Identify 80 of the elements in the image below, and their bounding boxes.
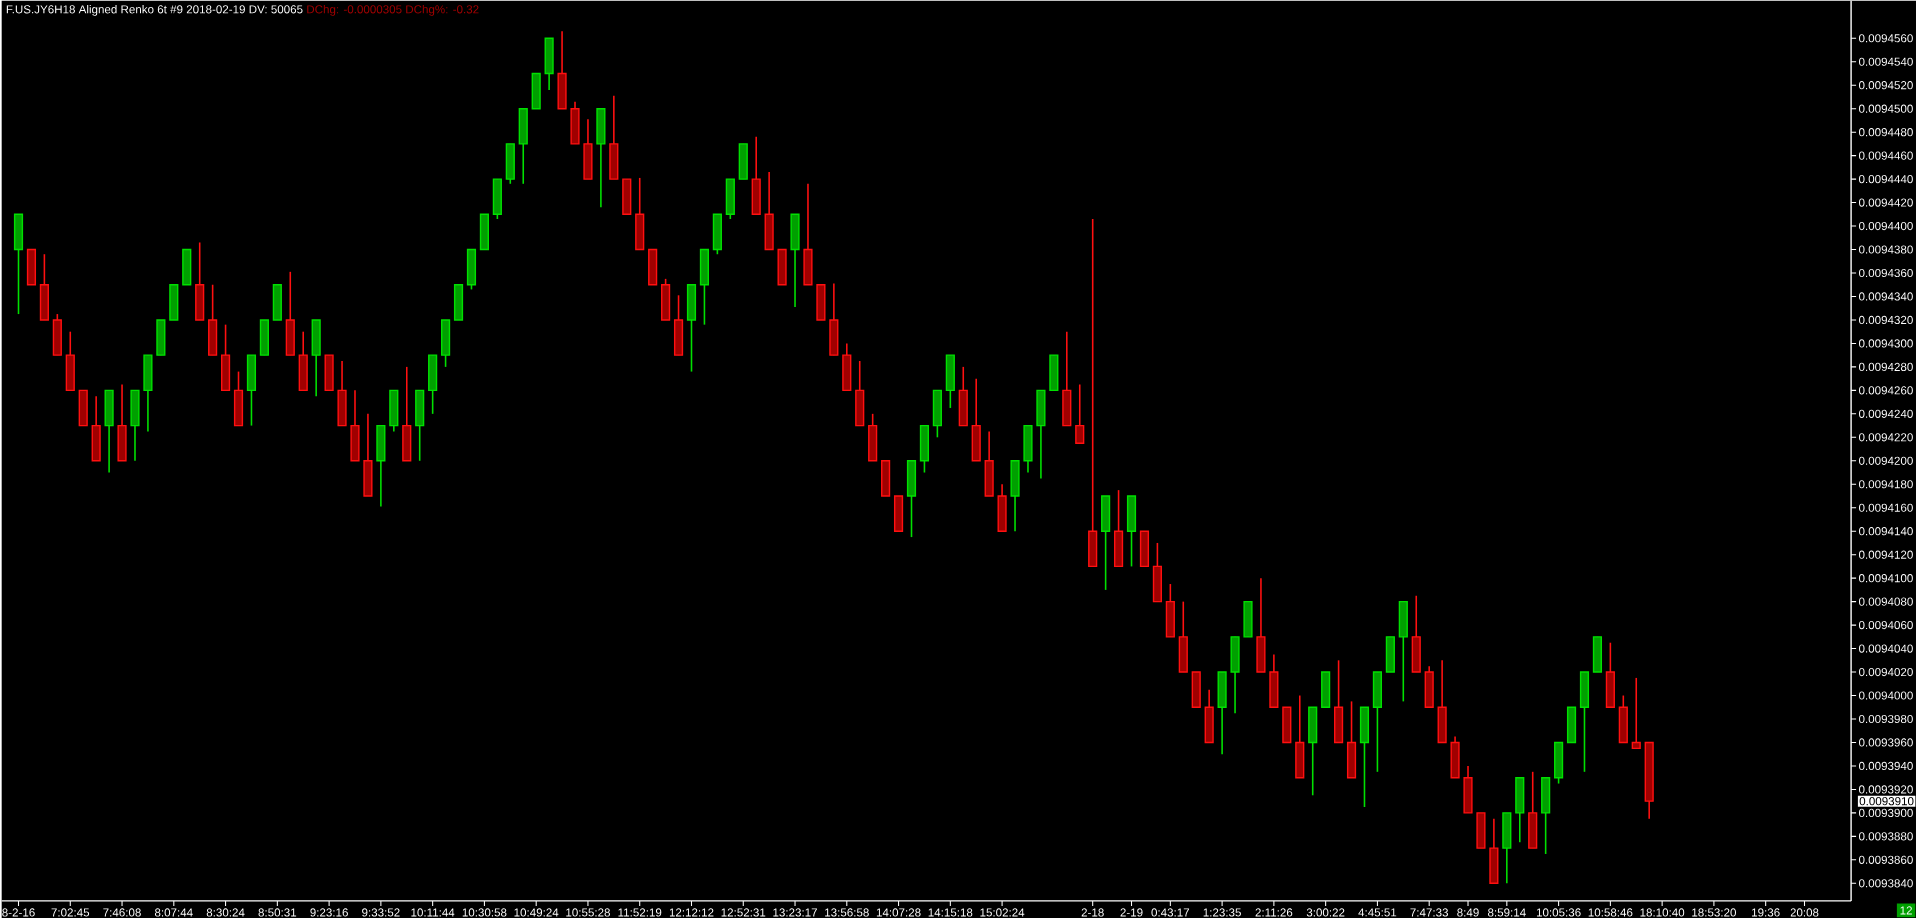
x-tick-label: 0:43:17	[1151, 908, 1190, 917]
y-tick-label: 0.0094040	[1858, 644, 1913, 653]
x-tick-label: 2-19	[1120, 908, 1143, 917]
x-tick-label: 13:23:17	[773, 908, 817, 917]
y-tick-label: 0.0093940	[1858, 761, 1913, 770]
y-tick-label: 0.0094300	[1858, 339, 1913, 348]
x-tick-label: 13:56:58	[825, 908, 869, 917]
y-tick-label: 0.0094380	[1858, 245, 1913, 254]
y-tick-label: 0.0093880	[1858, 832, 1913, 841]
y-tick-label: 0.0093980	[1858, 714, 1913, 723]
chart-title: F.US.JY6H18 Aligned Renko 6t #9 2018-02-19 DV: 50065	[6, 4, 303, 16]
y-tick-label: 0.0094360	[1858, 268, 1913, 277]
y-tick-label: 0.0094440	[1858, 174, 1913, 184]
chart-subtitle: DChg: -0.0000305 DChg%: -0.32	[307, 4, 479, 16]
x-tick-label: 10:55:28	[566, 908, 610, 917]
y-tick-label: 0.0093840	[1858, 879, 1913, 888]
x-tick-label: 9:33:52	[362, 908, 400, 917]
candlestick	[1631, 676, 1641, 749]
x-tick-label: 14:07:28	[876, 908, 921, 917]
x-tick-label: 12:12:12	[669, 908, 714, 917]
x-tick-label: 8:07:44	[154, 908, 193, 917]
x-tick-label: 1:23:35	[1203, 908, 1241, 917]
y-tick-label: 0.0094460	[1858, 151, 1913, 160]
x-tick-label: 8:59:14	[1488, 908, 1526, 917]
x-tick-label: 12:52:31	[721, 908, 766, 917]
x-tick-label: 11:52:19	[618, 908, 662, 917]
x-tick-label: 2-18	[1081, 908, 1104, 917]
x-tick-label: 9:23:16	[310, 908, 348, 917]
y-tick-label: 0.0094260	[1858, 386, 1913, 395]
y-tick-label: 0.0094180	[1858, 480, 1913, 489]
x-tick-label: 8:50:31	[258, 908, 297, 917]
y-tick-label: 0.0093960	[1858, 738, 1913, 747]
text: 0.0093910	[1859, 796, 1914, 806]
x-tick-label: 10:11:44	[411, 908, 455, 917]
x-tick-label: 4:45:51	[1358, 908, 1397, 917]
candlestick	[1075, 383, 1085, 444]
y-tick-label: 0.0094020	[1858, 667, 1913, 676]
y-tick-label: 0.0094140	[1858, 526, 1913, 536]
y-tick-label: 0.0094520	[1858, 80, 1913, 90]
x-tick-label: 8:30:24	[206, 908, 245, 917]
y-tick-label: 0.0094500	[1858, 104, 1913, 113]
text: 12	[1900, 906, 1912, 915]
y-tick-label: 0.0094080	[1858, 597, 1913, 606]
x-tick-label: 20:08	[1790, 908, 1819, 917]
y-tick-label: 0.0094060	[1858, 620, 1913, 630]
y-tick-label: 0.0094200	[1858, 456, 1913, 465]
y-tick-label: 0.0094280	[1858, 362, 1913, 371]
y-tick-label: 0.0094240	[1858, 409, 1913, 418]
x-tick-label: 7:02:45	[51, 908, 90, 917]
x-tick-label: 10:49:24	[514, 908, 559, 917]
y-tick-label: 0.0094220	[1858, 433, 1913, 442]
x-tick-label: 3:00:22	[1306, 908, 1345, 917]
y-tick-label: 0.0094560	[1858, 34, 1913, 43]
y-tick-label: 0.0094480	[1858, 127, 1913, 137]
y-tick-label: 0.0094120	[1858, 550, 1913, 559]
x-tick-label: 8-2-16	[2, 908, 35, 917]
x-tick-label: 7:47:33	[1410, 908, 1449, 917]
y-tick-label: 0.0093900	[1858, 808, 1913, 817]
y-tick-label: 0.0094340	[1858, 292, 1913, 301]
y-tick-label: 0.0094400	[1858, 221, 1913, 230]
x-tick-label: 10:05:36	[1536, 908, 1581, 917]
y-tick-label: 0.0094540	[1858, 57, 1913, 66]
y-tick-label: 0.0093920	[1858, 785, 1913, 794]
x-tick-label: 18:53:20	[1692, 908, 1737, 917]
x-tick-label: 19:36	[1752, 908, 1780, 917]
x-tick-label: 15:02:24	[980, 908, 1025, 917]
candlestick	[1088, 218, 1098, 568]
y-tick-label: 0.0094000	[1858, 691, 1913, 700]
y-tick-label: 0.0093860	[1858, 855, 1913, 864]
x-tick-label: 7:46:08	[103, 908, 141, 917]
x-tick-label: 2:11:26	[1255, 908, 1293, 917]
y-tick-label: 0.0094320	[1858, 315, 1913, 324]
x-tick-label: 10:58:46	[1588, 908, 1633, 917]
x-tick-label: 18:10:40	[1640, 908, 1685, 917]
x-tick-label: 14:15:18	[928, 908, 973, 917]
y-tick-label: 0.0094100	[1858, 573, 1913, 583]
x-tick-label: 10:30:58	[462, 908, 507, 917]
y-tick-label: 0.0094160	[1858, 503, 1913, 512]
x-tick-label: 8:49	[1457, 908, 1479, 917]
y-tick-label: 0.0094420	[1858, 198, 1913, 207]
